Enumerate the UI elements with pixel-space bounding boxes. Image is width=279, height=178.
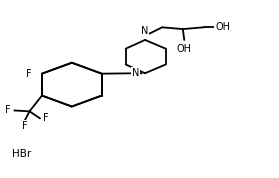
Text: N: N xyxy=(132,68,139,78)
Text: N: N xyxy=(141,26,149,36)
Text: OH: OH xyxy=(177,44,192,54)
Text: HBr: HBr xyxy=(13,149,32,159)
Text: OH: OH xyxy=(215,22,230,32)
Text: F: F xyxy=(5,105,11,116)
Text: F: F xyxy=(22,121,27,131)
Text: F: F xyxy=(26,69,32,79)
Text: F: F xyxy=(43,113,49,123)
